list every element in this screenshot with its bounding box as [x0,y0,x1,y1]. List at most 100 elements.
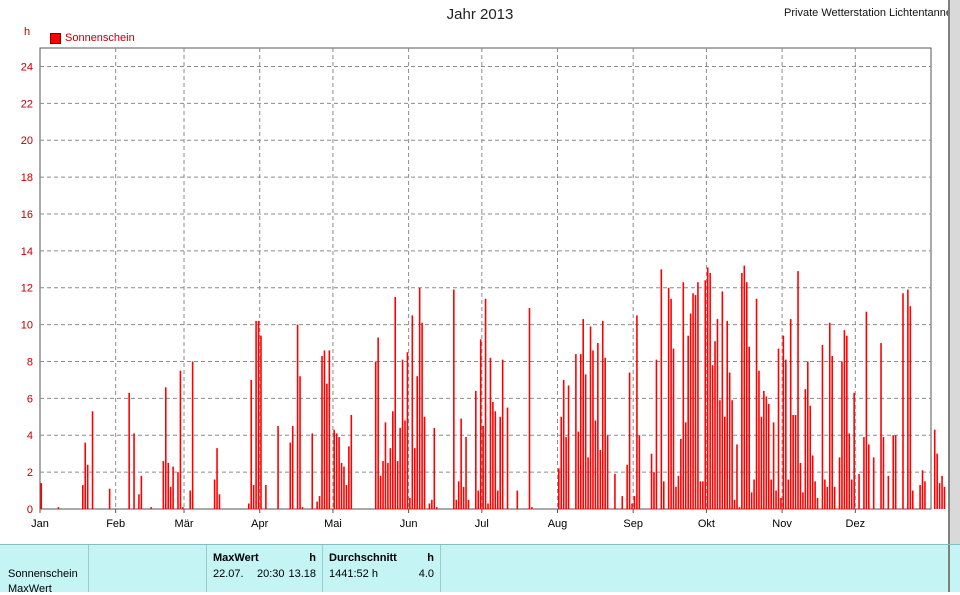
bar [653,472,655,509]
bar [697,282,699,509]
bar [689,313,692,509]
station-name: Private Wetterstation Lichtentanne [784,7,952,19]
bar [277,426,279,509]
chart-title: Jahr 2013 [446,6,514,23]
bar [479,339,482,509]
bar [719,400,721,509]
bar [753,479,755,509]
bar [724,416,726,509]
bar [289,442,292,509]
bar [382,461,384,509]
bar [892,435,895,509]
bar [562,379,565,509]
bar [218,494,221,509]
bar [455,499,458,509]
bar [57,507,60,509]
x-tick-label: Aug [548,518,568,530]
bar [528,308,531,509]
max-header: MaxWert [213,552,259,564]
bar [340,462,343,509]
bar [804,389,807,509]
bar [318,496,321,509]
bar [299,376,301,509]
bar [460,418,462,509]
bar [177,472,179,509]
bar [499,416,501,509]
bar [777,348,780,509]
bar [745,282,748,509]
x-tick-label: Feb [106,518,125,530]
footer-border [948,545,950,592]
bar [846,335,848,509]
x-tick-label: Mär [175,518,194,530]
bar [711,365,714,509]
bar [721,291,724,509]
bar [667,287,670,509]
bar [516,490,519,509]
panel-border [948,0,950,545]
bar [785,359,787,509]
bar [699,481,702,509]
bar [794,414,797,509]
y-tick-label: 24 [21,61,33,73]
bar [311,433,314,509]
bar [348,446,350,509]
bar [802,492,804,509]
x-tick-label: Jun [400,518,418,530]
bar [133,433,135,509]
bar [387,462,389,509]
y-tick-label: 12 [21,283,33,295]
bar [164,387,167,509]
bar [401,359,404,509]
row-label-sunshine: Sonnenschein [8,568,78,580]
bar [687,335,689,509]
y-tick-label: 10 [21,320,33,332]
bar [558,468,560,509]
bar [943,486,946,509]
bar [941,475,943,509]
y-tick-label: 16 [21,209,33,221]
bar [824,479,826,509]
x-tick-label: Jan [31,518,49,530]
bar [704,280,707,509]
bar [760,416,763,509]
bar [560,416,563,509]
bar [150,507,152,509]
bar [577,431,580,509]
bar [797,271,799,509]
bar [714,341,716,509]
bar [782,335,785,509]
bar [457,481,460,509]
bar [496,490,499,509]
bar [384,422,387,509]
legend: Sonnenschein [50,32,135,44]
bar [575,354,577,509]
bar [821,344,824,509]
bar [604,357,606,509]
bar [462,486,465,509]
bar [321,355,323,509]
bar [492,402,494,509]
footer-avg-column: Durchschnitt h 1441:52 h 4.0 [323,545,441,592]
bar [670,298,672,509]
bar [865,311,868,509]
bar [377,337,379,509]
x-tick-label: Jul [475,518,489,530]
bar [902,293,904,509]
bar [692,293,694,509]
bar [482,426,484,509]
bar [833,486,836,509]
bar [675,486,677,509]
footer-empty-column [89,545,207,592]
bar [265,485,267,509]
bar [323,350,326,509]
bar [911,490,914,509]
bar [477,490,480,509]
bar [628,372,631,509]
bar [841,361,843,509]
bar [843,330,846,509]
bar [811,455,814,509]
bar [631,503,633,509]
bar [750,492,753,509]
